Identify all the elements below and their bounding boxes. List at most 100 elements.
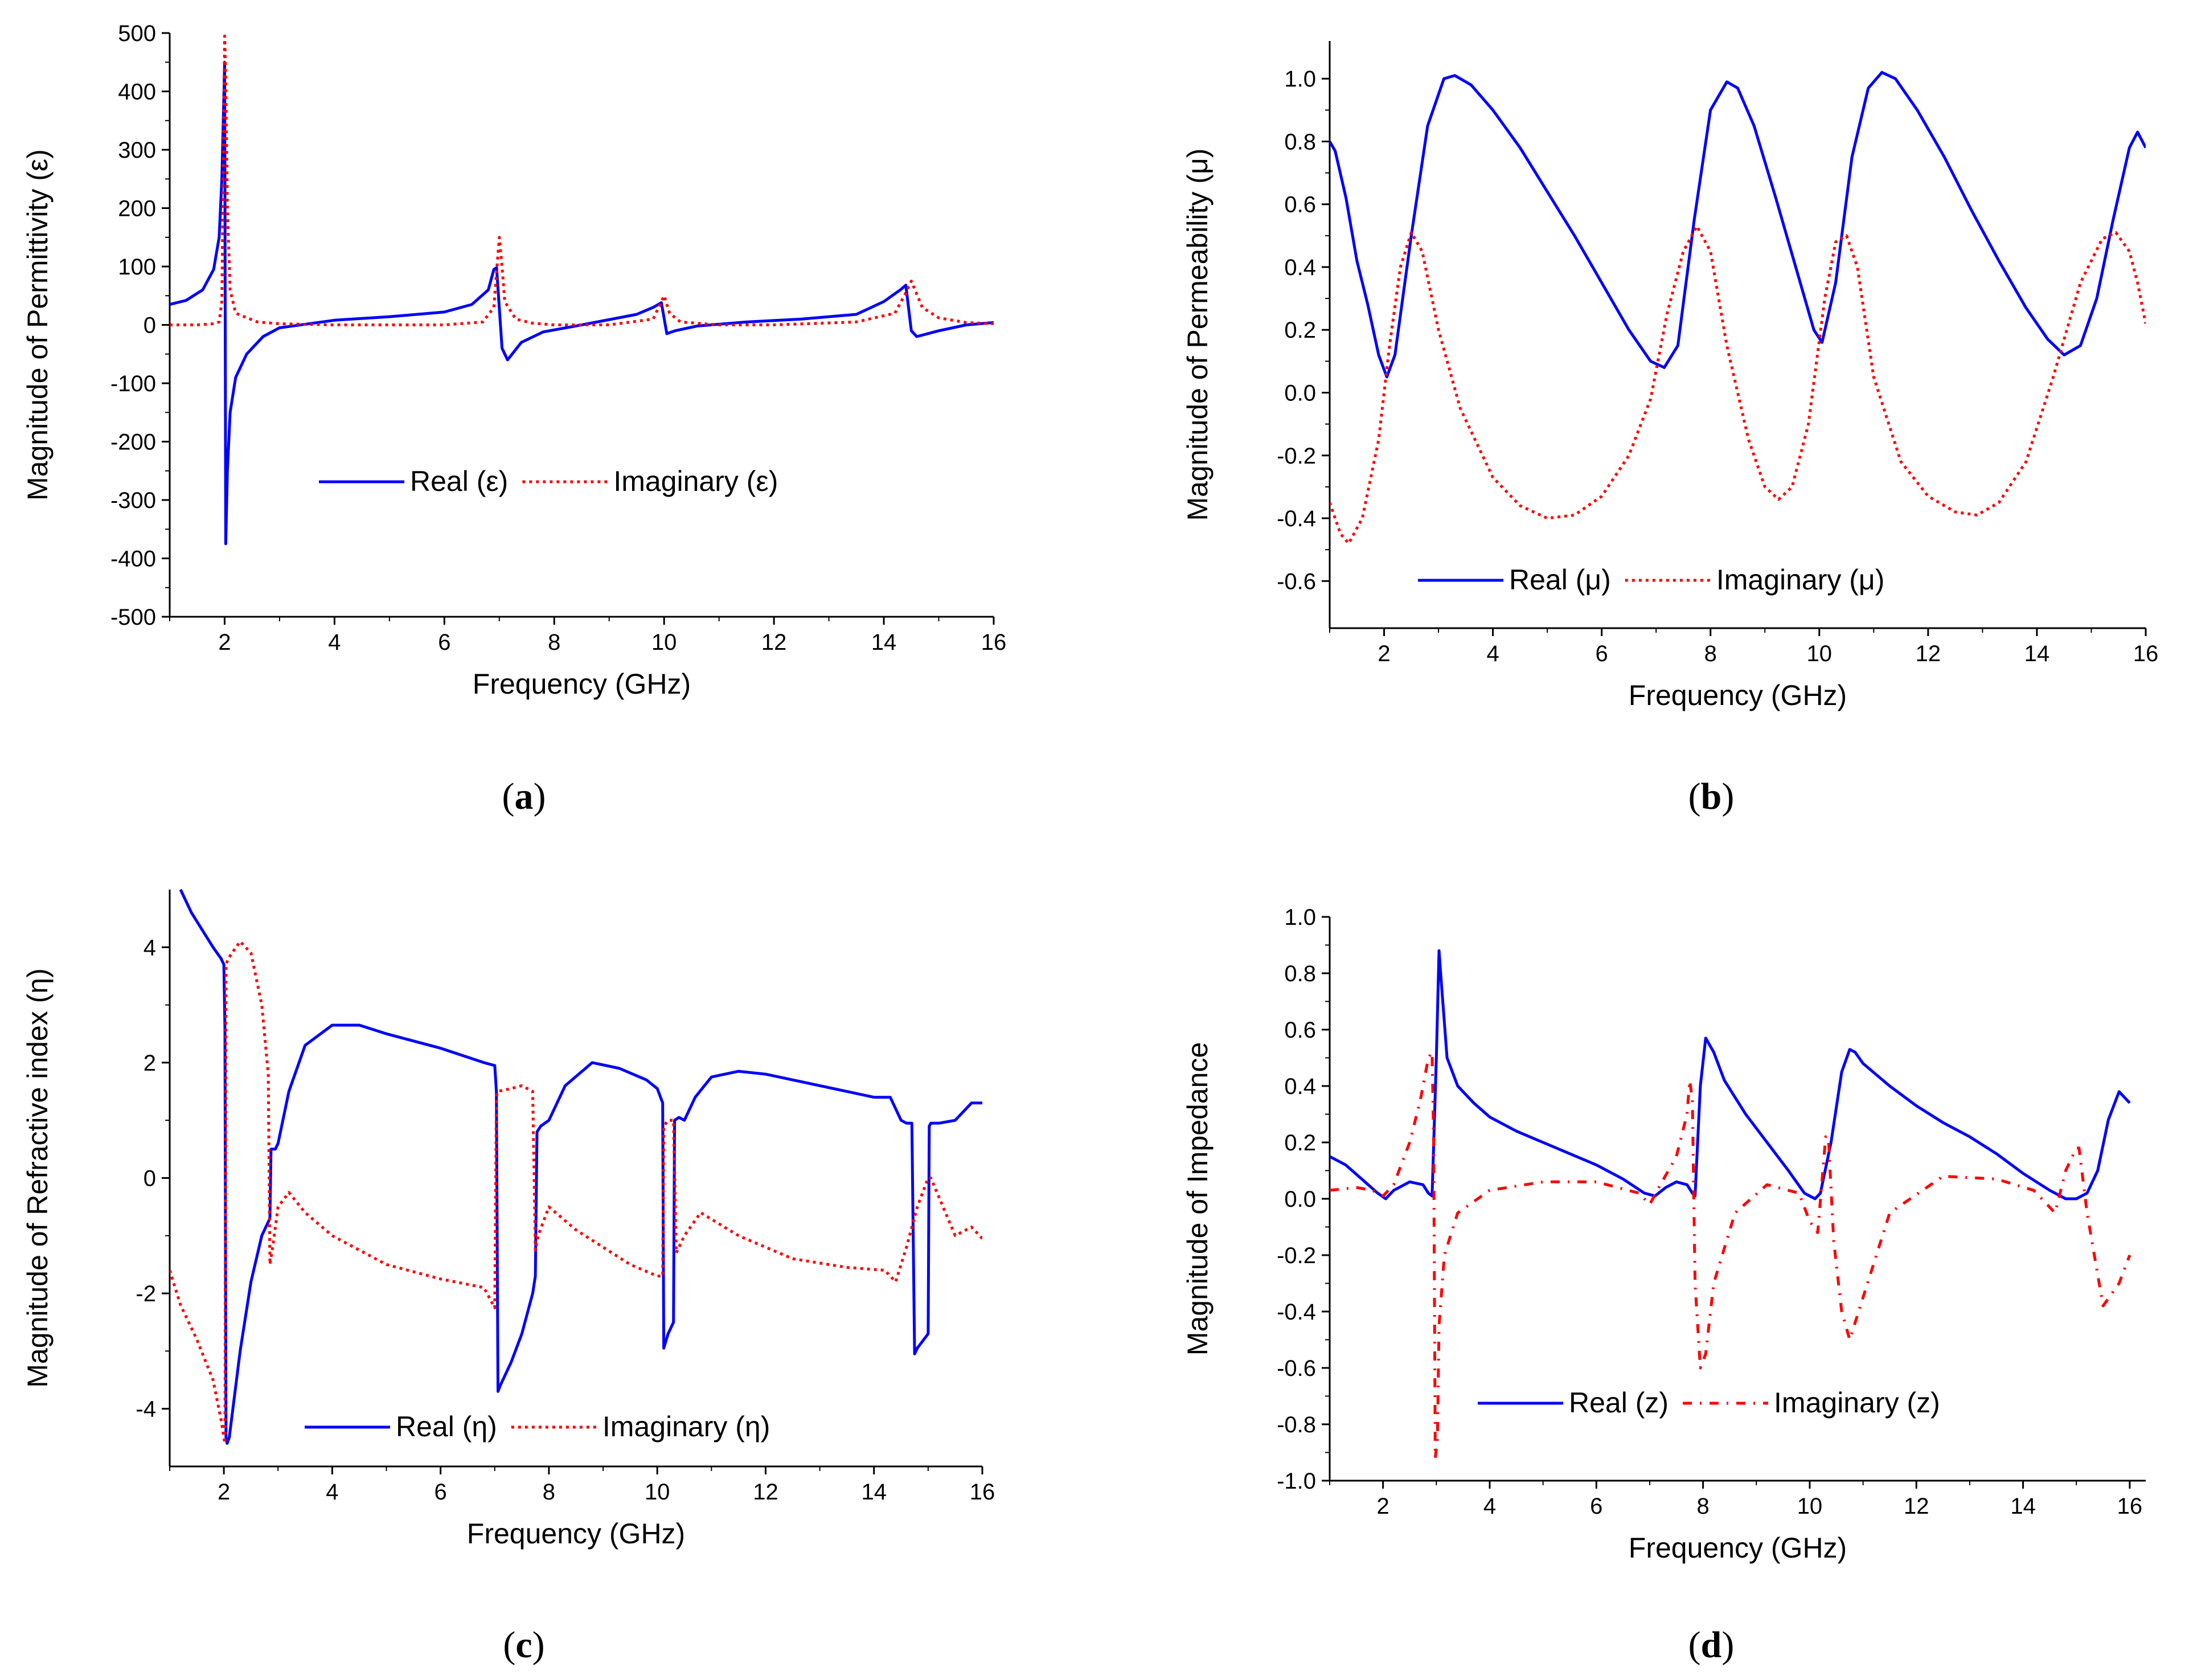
legend-label: Real (ε) (410, 465, 508, 497)
x-tick-label: 14 (871, 630, 897, 655)
x-tick-label: 10 (1807, 641, 1833, 666)
series-real-line (1330, 949, 2131, 1200)
y-tick-label: 0.4 (1284, 1074, 1316, 1099)
x-tick-label: 16 (2117, 1494, 2143, 1519)
x-tick-label: 12 (761, 630, 787, 655)
y-tick-label: -1.0 (1277, 1469, 1316, 1494)
x-tick-label: 6 (434, 1480, 447, 1505)
x-axis-label: Frequency (GHz) (1629, 1532, 1847, 1564)
x-tick-label: 6 (1590, 1494, 1602, 1519)
y-tick-label: 0 (144, 1166, 156, 1191)
y-tick-label: -500 (110, 605, 156, 630)
legend-label: Imaginary (ε) (613, 465, 778, 497)
y-tick-label: 100 (118, 255, 156, 280)
x-tick-label: 16 (2133, 641, 2159, 666)
series-real-line (179, 888, 982, 1445)
y-axis-label: Magnitude of Impedance (1182, 1042, 1214, 1355)
y-tick-label: 0.6 (1284, 1018, 1316, 1043)
series-imaginary-line (170, 34, 994, 326)
x-tick-label: 14 (861, 1480, 887, 1505)
x-axis-label: Frequency (GHz) (473, 668, 691, 700)
x-tick-label: 12 (1916, 641, 1941, 666)
x-tick-label: 10 (1797, 1494, 1823, 1519)
panel-caption: (b) (1688, 776, 1735, 817)
y-tick-label: 500 (118, 21, 156, 46)
y-tick-label: 0.2 (1284, 1130, 1316, 1155)
y-tick-label: 0.4 (1284, 255, 1316, 280)
x-tick-label: 2 (218, 630, 231, 655)
x-tick-label: 2 (1377, 1494, 1389, 1519)
legend-label: Imaginary (z) (1774, 1387, 1940, 1419)
x-tick-label: 14 (2010, 1494, 2036, 1519)
x-tick-label: 16 (981, 630, 1007, 655)
series-real-line (170, 60, 994, 546)
panel-caption: (a) (502, 776, 546, 817)
y-tick-label: -0.4 (1277, 1300, 1316, 1325)
x-tick-label: 4 (326, 1480, 338, 1505)
legend-label: Imaginary (η) (602, 1411, 770, 1443)
y-tick-label: 0.6 (1284, 192, 1316, 218)
x-tick-label: 6 (438, 630, 450, 655)
y-tick-label: -0.2 (1277, 444, 1316, 469)
x-tick-label: 2 (218, 1480, 230, 1505)
y-tick-label: 0.2 (1284, 318, 1316, 343)
y-tick-label: 2 (144, 1051, 156, 1076)
x-tick-label: 16 (970, 1480, 995, 1505)
legend-label: Real (z) (1569, 1387, 1669, 1419)
legend: Real (ε) Imaginary (ε) (319, 465, 778, 497)
y-tick-label: -0.6 (1277, 569, 1316, 594)
x-tick-label: 2 (1378, 641, 1390, 666)
x-tick-label: 8 (543, 1480, 555, 1505)
panel-caption: (d) (1688, 1624, 1735, 1666)
y-tick-label: 0.8 (1284, 961, 1316, 986)
x-tick-label: 8 (1696, 1494, 1709, 1519)
y-tick-label: -300 (110, 488, 156, 513)
chart-b: 2 4 6 8 10 12 14 16 -0.6 -0.4 -0.2 0.0 0.2 0.4 0.6 0.8 1… (1182, 41, 2158, 817)
y-axis-label: Magnitude of Permittivity (ε) (22, 149, 54, 501)
legend-label: Real (μ) (1509, 564, 1611, 596)
x-tick-label: 12 (1904, 1494, 1929, 1519)
chart-d: 2 4 6 8 10 12 14 16 -1.0 -0.8 -0.6 -0.4 -0.2 0.0 0.2 0.… (1182, 905, 2146, 1666)
y-tick-label: 300 (118, 138, 156, 163)
series-imaginary-line (170, 940, 982, 1445)
y-tick-label: -0.2 (1277, 1243, 1316, 1268)
y-tick-label: -100 (110, 371, 156, 396)
y-tick-label: 0.8 (1284, 129, 1316, 154)
y-tick-label: -0.6 (1277, 1356, 1316, 1381)
y-tick-label: -0.8 (1277, 1412, 1316, 1437)
x-tick-label: 8 (1704, 641, 1717, 666)
panel-caption: (c) (503, 1624, 544, 1666)
chart-c: 2 4 6 8 10 12 14 16 -4 -2 0 2 4 Frequency (GHz) Magnit… (22, 888, 995, 1666)
y-axis-label: Magnitude of Permeability (μ) (1182, 148, 1214, 521)
x-axis-label: Frequency (GHz) (1629, 679, 1847, 711)
y-tick-label: 200 (118, 196, 156, 222)
y-axis-label: Magnitude of Refractive index (η) (22, 968, 54, 1387)
legend: Real (η) Imaginary (η) (305, 1411, 770, 1443)
x-tick-label: 12 (753, 1480, 778, 1505)
x-tick-label: 10 (651, 630, 677, 655)
x-tick-label: 14 (2024, 641, 2050, 666)
y-tick-label: -0.4 (1277, 506, 1316, 531)
series-imaginary-line (1330, 224, 2146, 545)
y-tick-label: 1.0 (1284, 905, 1316, 930)
legend: Real (μ) Imaginary (μ) (1418, 564, 1884, 596)
y-tick-label: 1.0 (1284, 67, 1316, 92)
y-tick-label: -400 (110, 547, 156, 572)
y-tick-label: 0 (144, 313, 156, 338)
chart-a: 2 4 6 8 10 12 14 16 -500 -400 -300 -200 -100 0 100 200 3… (22, 21, 1006, 817)
y-tick-label: 0.0 (1284, 1187, 1316, 1212)
x-tick-label: 4 (1486, 641, 1499, 666)
y-tick-label: 400 (118, 80, 156, 105)
legend-label: Imaginary (μ) (1716, 564, 1885, 596)
x-tick-label: 4 (1483, 1494, 1496, 1519)
y-tick-label: -200 (110, 430, 156, 455)
x-tick-label: 10 (645, 1480, 670, 1505)
y-tick-label: 0.0 (1284, 380, 1316, 405)
legend: Real (z) Imaginary (z) (1478, 1387, 1940, 1419)
x-axis-label: Frequency (GHz) (467, 1518, 685, 1550)
legend-label: Real (η) (396, 1411, 497, 1443)
y-tick-label: 4 (144, 935, 156, 960)
y-tick-label: -2 (136, 1281, 156, 1306)
x-tick-label: 4 (328, 630, 341, 655)
